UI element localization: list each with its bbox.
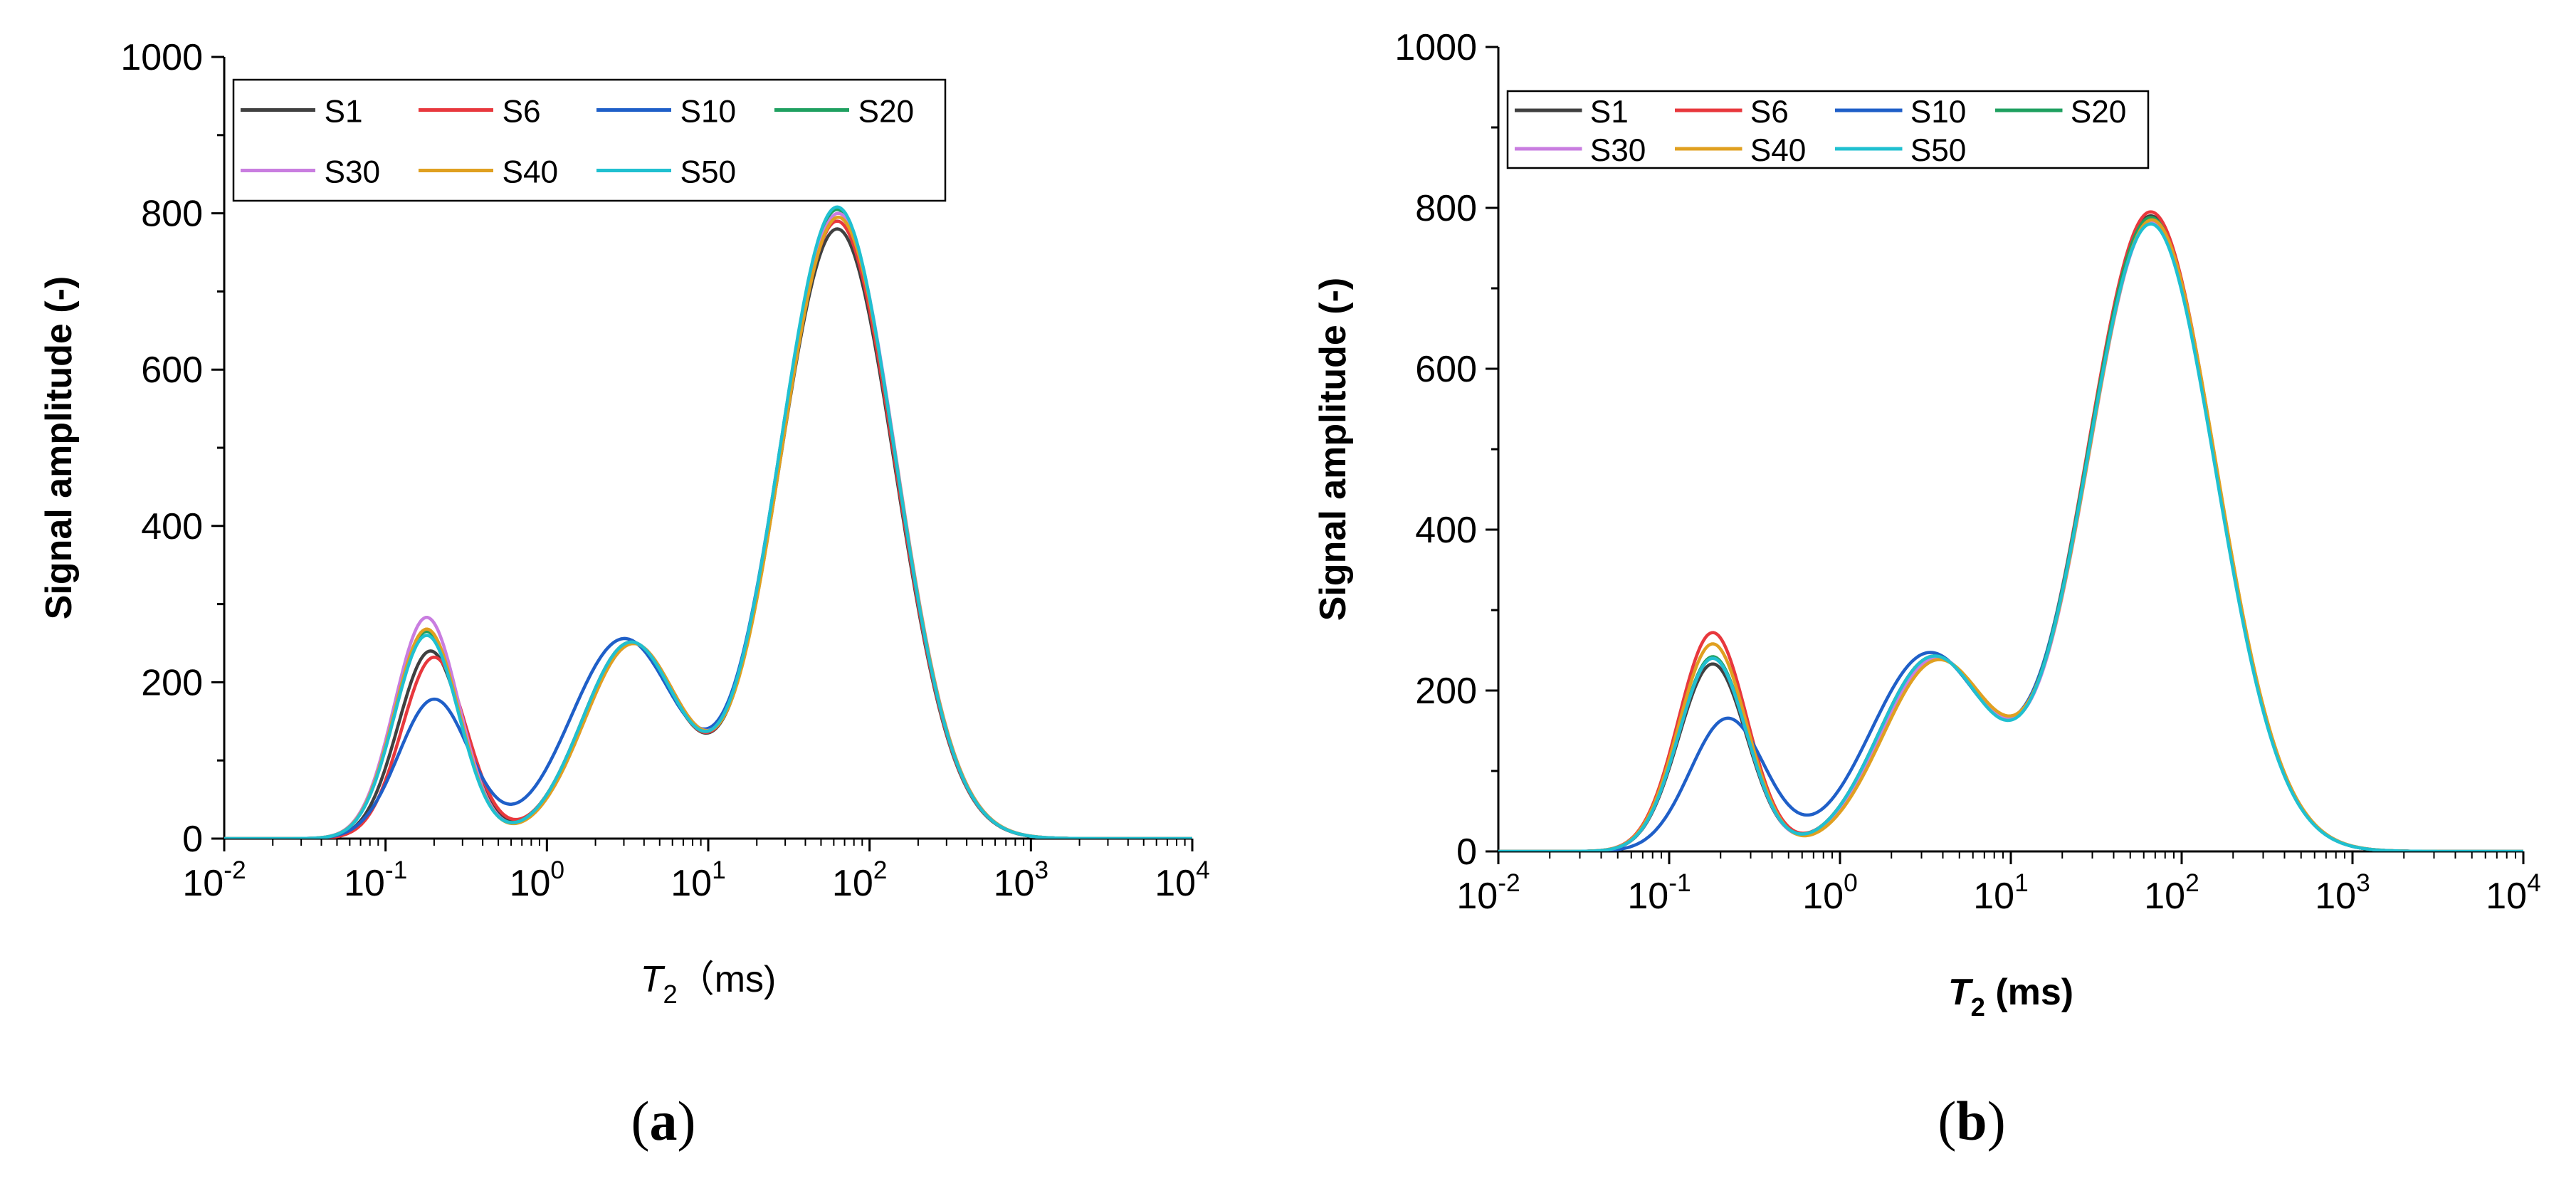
legend-box <box>1506 90 2150 169</box>
y-tick-label: 200 <box>1415 671 1477 712</box>
x-tick-label: 103 <box>994 856 1049 904</box>
series-line-s30 <box>224 211 1192 839</box>
series-group <box>224 205 1192 839</box>
chart-panel-a: 0 200 400 600 800 1000 10-2 10-1 100 101 102 103 104… <box>38 37 1210 1009</box>
x-tick-label: 10-2 <box>182 856 246 904</box>
series-line-s30 <box>1498 219 2523 851</box>
legend-label-s10: S10 <box>1910 95 1967 130</box>
y-tick-label: 600 <box>1415 349 1477 390</box>
legend-label-s10: S10 <box>680 95 737 130</box>
x-tick-label: 104 <box>2486 869 2541 917</box>
y-tick-label: 1000 <box>120 37 203 78</box>
y-tick-label: 800 <box>1415 188 1477 229</box>
y-tick-label: 0 <box>1456 831 1477 873</box>
x-tick-label: 102 <box>2144 869 2199 917</box>
series-line-s1 <box>224 227 1192 839</box>
x-axis-title: T2（ms) <box>641 959 777 1009</box>
y-axis-title: Signal amplitude (-) <box>1313 278 1354 621</box>
x-tick-label: 102 <box>832 856 888 904</box>
x-tick-label: 10-1 <box>344 856 407 904</box>
legend-label-s50: S50 <box>1910 133 1967 168</box>
x-tick-label: 10-1 <box>1627 869 1691 917</box>
series-line-s10 <box>1498 218 2523 851</box>
chart-panel-b: 0 200 400 600 800 1000 10-2 10-1 100 101 102 103 104… <box>1313 27 2541 1022</box>
legend-label-s20: S20 <box>858 95 915 130</box>
legend-label-s6: S6 <box>1750 95 1789 130</box>
y-tick-label: 1000 <box>1394 27 1477 68</box>
x-tick-label: 101 <box>1973 869 2029 917</box>
series-line-s6 <box>224 219 1192 839</box>
panel-caption-a-letter: a <box>649 1090 678 1152</box>
series-line-s10 <box>224 207 1192 839</box>
x-tick-label: 101 <box>671 856 726 904</box>
legend-label-s30: S30 <box>325 155 381 190</box>
legend-label-s40: S40 <box>503 155 559 190</box>
legend-label-s1: S1 <box>325 95 363 130</box>
legend-label-s20: S20 <box>2071 95 2127 130</box>
panel-caption-a: (a) <box>631 1090 696 1152</box>
series-line-s20 <box>1498 216 2523 851</box>
series-line-s6 <box>1498 210 2523 851</box>
series-line-s50 <box>1498 222 2523 851</box>
y-tick-label: 600 <box>141 350 203 391</box>
y-tick-label: 200 <box>141 662 203 703</box>
legend-label-s40: S40 <box>1750 133 1807 168</box>
legend-label-s30: S30 <box>1590 133 1646 168</box>
x-tick-label: 103 <box>2315 869 2370 917</box>
series-line-s40 <box>224 215 1192 839</box>
panel-caption-b: (b) <box>1938 1090 2006 1152</box>
series-line-s20 <box>224 207 1192 839</box>
x-tick-label: 100 <box>1802 869 1858 917</box>
y-tick-label: 400 <box>1415 510 1477 551</box>
series-line-s1 <box>1498 214 2523 851</box>
legend-box <box>232 78 947 202</box>
legend-label-s1: S1 <box>1590 95 1629 130</box>
series-line-s50 <box>224 205 1192 839</box>
y-axis-title: Signal amplitude (-) <box>38 276 80 619</box>
y-tick-label: 400 <box>141 506 203 547</box>
x-tick-label: 100 <box>510 856 565 904</box>
series-line-s40 <box>1498 218 2523 851</box>
panel-caption-b-letter: b <box>1956 1090 1987 1152</box>
x-tick-label: 10-2 <box>1456 869 1520 917</box>
x-axis-title: T2 (ms) <box>1948 972 2073 1022</box>
y-tick-label: 0 <box>182 819 203 860</box>
legend-label-s6: S6 <box>503 95 541 130</box>
series-group <box>1498 210 2523 851</box>
legend-label-s50: S50 <box>680 155 737 190</box>
x-tick-label: 104 <box>1155 856 1210 904</box>
y-tick-label: 800 <box>141 194 203 235</box>
